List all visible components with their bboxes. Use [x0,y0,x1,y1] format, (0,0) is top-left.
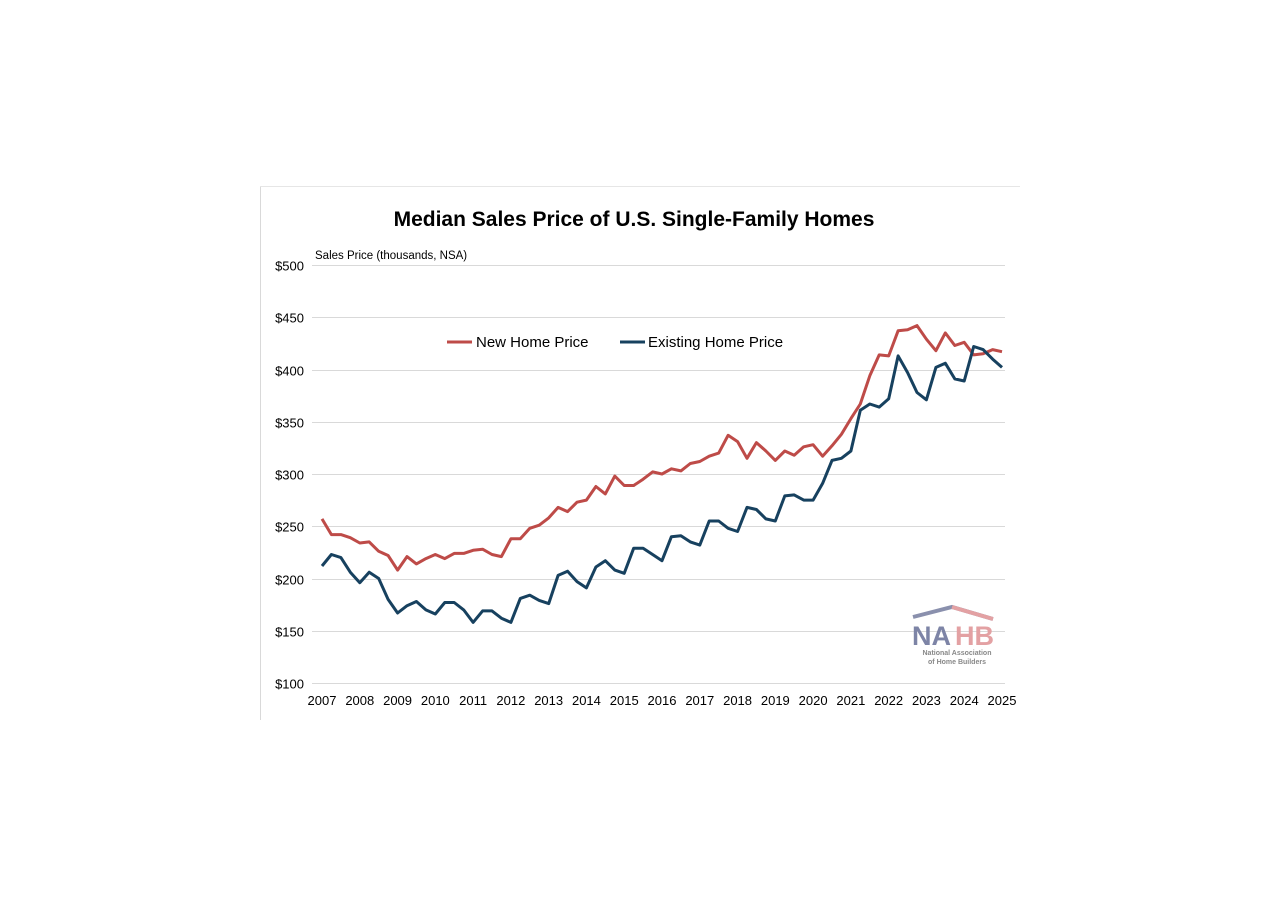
x-tick-label: 2012 [496,693,525,708]
x-tick-label: 2020 [799,693,828,708]
logo-text-hb: HB [955,621,994,651]
legend: New Home Price Existing Home Price [447,334,783,351]
x-tick-label: 2010 [421,693,450,708]
y-tick-label: $400 [275,364,304,379]
legend-label-existing: Existing Home Price [648,334,783,351]
chart-title: Median Sales Price of U.S. Single-Family… [394,208,875,231]
nahb-logo: NA HB National Association of Home Build… [912,604,994,666]
x-tick-label: 2015 [610,693,639,708]
x-tick-label: 2019 [761,693,790,708]
x-tick-label: 2024 [950,693,979,708]
y-axis-label: Sales Price (thousands, NSA) [315,250,467,262]
y-tick-label: $150 [275,625,304,640]
x-tick-label: 2025 [988,693,1017,708]
legend-label-new: New Home Price [476,334,589,351]
x-tick-label: 2014 [572,693,601,708]
x-tick-label: 2008 [345,693,374,708]
series-line-existing-home-price [320,345,1003,624]
logo-subtitle-1: National Association [923,650,992,657]
y-tick-label: $300 [275,468,304,483]
y-tick-label: $450 [275,311,304,326]
y-tick-label: $250 [275,520,304,535]
y-tick-label: $350 [275,416,304,431]
x-tick-label: 2022 [874,693,903,708]
logo-subtitle-2: of Home Builders [928,659,986,666]
series-line-new-home-price [320,324,1003,572]
x-tick-label: 2017 [685,693,714,708]
x-tick-label: 2007 [308,693,337,708]
x-tick-label: 2018 [723,693,752,708]
x-tick-label: 2009 [383,693,412,708]
series-lines [320,324,1003,624]
y-tick-label: $200 [275,573,304,588]
x-tick-label: 2021 [836,693,865,708]
x-tick-label: 2013 [534,693,563,708]
gridlines [312,265,1005,684]
y-tick-label: $500 [275,259,304,274]
x-tick-label: 2016 [648,693,677,708]
logo-roof-right-icon [951,605,994,621]
x-tick-labels: 2007 2008 2009 2010 2011 2012 2013 2014 2015 2016… [308,693,1017,708]
x-tick-label: 2011 [459,693,487,708]
logo-text: NA [912,621,951,651]
y-tick-labels: $100 $150 $200 $250 $300 $350 $400 $450 $500 [275,259,304,692]
x-tick-label: 2023 [912,693,941,708]
y-tick-label: $100 [275,677,304,692]
